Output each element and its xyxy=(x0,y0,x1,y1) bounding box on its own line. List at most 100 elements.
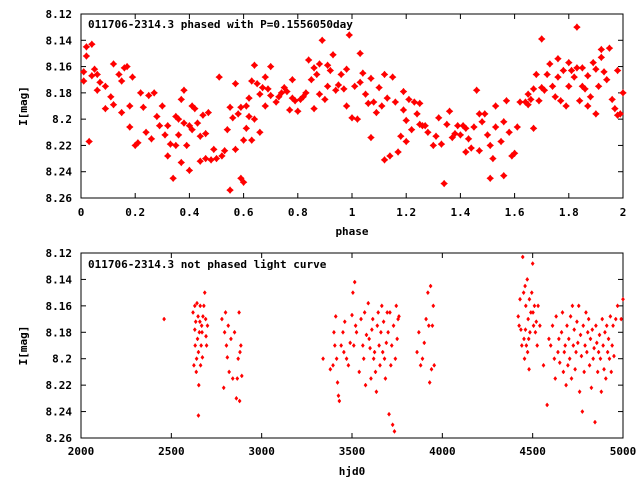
chart-0-data-point xyxy=(391,98,400,106)
chart-0-y-tick-label: 8.18 xyxy=(46,87,73,100)
chart-0-data-point xyxy=(513,123,522,131)
chart-0-data-point xyxy=(489,154,497,163)
chart-0-data-point xyxy=(445,107,454,115)
chart-0-x-tick-label: 0.2 xyxy=(125,206,145,219)
chart-0-data-point xyxy=(191,104,199,113)
chart-0-x-tick-label: 1.4 xyxy=(450,206,470,219)
chart-0-data-point xyxy=(223,125,232,134)
chart-0-data-point xyxy=(136,89,145,97)
chart-1-data-point xyxy=(352,279,357,285)
chart-1-data-point xyxy=(523,303,528,309)
chart-1-data-point xyxy=(608,313,613,319)
chart-1-data-point xyxy=(362,309,367,315)
chart-1-data-point xyxy=(369,376,373,382)
chart-0-data-point xyxy=(527,95,535,104)
chart-0-data-point xyxy=(383,94,391,102)
chart-0-data-point xyxy=(123,62,131,71)
chart-0-data-point xyxy=(169,174,177,183)
chart-1-data-point xyxy=(224,343,229,348)
chart-1-data-point xyxy=(416,329,421,335)
chart-1-data-point xyxy=(530,261,535,267)
chart-0-data-point xyxy=(245,94,253,102)
chart-1-data-point xyxy=(524,343,529,348)
chart-1-data-point xyxy=(372,349,377,355)
chart-0-data-point xyxy=(88,72,96,80)
chart-0-data-point xyxy=(472,86,481,94)
chart-0-data-point xyxy=(237,174,245,183)
chart-0-data-point xyxy=(207,156,215,164)
chart-1-data-point xyxy=(376,309,381,315)
chart-0-data-point xyxy=(432,132,440,140)
chart-0-data-point xyxy=(605,44,614,52)
chart-1-data-point xyxy=(603,376,608,382)
chart-1-data-point xyxy=(333,313,338,319)
chart-1-data-point xyxy=(573,366,578,372)
chart-0-data-point xyxy=(239,178,248,186)
chart-1-data-point xyxy=(196,349,201,355)
chart-0-data-point xyxy=(600,68,608,76)
chart-1-data-point xyxy=(193,319,198,325)
chart-1-data-point xyxy=(337,398,342,404)
chart-0-x-tick-label: 1.8 xyxy=(559,206,579,219)
chart-1-data-point xyxy=(342,319,347,325)
chart-1-data-point xyxy=(334,356,339,362)
chart-1-data-point xyxy=(238,349,242,355)
chart-1-data-point xyxy=(394,303,399,309)
chart-0-data-point xyxy=(304,56,313,64)
chart-0-data-point xyxy=(193,119,202,127)
chart-0-data-point xyxy=(315,60,324,68)
chart-0-data-point xyxy=(307,75,316,84)
chart-1-data-point xyxy=(197,329,202,335)
chart-0-y-tick-label: 8.14 xyxy=(46,34,73,47)
chart-0-x-tick-label: 1.6 xyxy=(505,206,525,219)
chart-0-data-point xyxy=(402,116,410,125)
chart-1-data-point xyxy=(570,303,575,309)
chart-1-y-tick-label: 8.22 xyxy=(46,379,73,392)
chart-1-data-point xyxy=(607,356,612,362)
chart-0-data-point xyxy=(261,102,270,110)
chart-1-data-point xyxy=(371,356,376,362)
chart-0-data-point xyxy=(524,100,532,109)
chart-0-data-point xyxy=(109,60,118,68)
chart-0-data-point xyxy=(486,174,494,183)
chart-1-x-tick-label: 2000 xyxy=(68,445,95,458)
chart-1-data-point xyxy=(339,343,344,348)
chart-1-data-point xyxy=(239,373,244,379)
chart-0-data-point xyxy=(266,62,275,71)
chart-1-data-point xyxy=(576,303,581,309)
chart-0-data-point xyxy=(378,102,386,110)
chart-1-data-point xyxy=(556,349,560,355)
chart-0-data-point xyxy=(163,121,172,130)
chart-1-data-point xyxy=(589,385,594,391)
chart-1-data-point xyxy=(420,356,425,362)
chart-1-data-point xyxy=(566,336,571,342)
chart-1-data-point xyxy=(237,309,241,315)
chart-1-data-point xyxy=(196,382,201,388)
chart-0-data-point xyxy=(145,91,153,100)
chart-0-data-point xyxy=(177,158,185,167)
chart-1-data-point xyxy=(575,319,579,325)
chart-0-data-point xyxy=(93,86,101,94)
chart-0-x-tick-label: 0.8 xyxy=(288,206,308,219)
chart-1-data-point xyxy=(571,343,576,348)
chart-0-data-point xyxy=(277,89,286,97)
chart-0-data-point xyxy=(231,79,240,88)
chart-0-data-point xyxy=(342,65,351,73)
chart-1-data-point xyxy=(353,323,358,329)
chart-1-x-tick-label: 4000 xyxy=(429,445,456,458)
chart-1-data-point xyxy=(351,343,356,348)
chart-0-data-point xyxy=(491,102,500,110)
chart-1-data-point xyxy=(390,422,395,428)
chart-1-y-axis-label: I[mag] xyxy=(17,326,30,366)
chart-0-y-tick-label: 8.26 xyxy=(46,192,73,205)
chart-0-data-point xyxy=(529,85,538,93)
chart-0-data-point xyxy=(226,103,234,112)
chart-0-data-point xyxy=(245,112,253,121)
chart-0-data-point xyxy=(592,110,600,118)
chart-1-data-point xyxy=(596,349,601,355)
chart-1-data-point xyxy=(361,356,366,362)
chart-0-title: 011706-2314.3 phased with P=0.1556050day xyxy=(88,18,353,31)
chart-0-data-point xyxy=(321,95,329,104)
chart-0-data-point xyxy=(467,144,475,152)
chart-0-data-point xyxy=(573,23,581,31)
